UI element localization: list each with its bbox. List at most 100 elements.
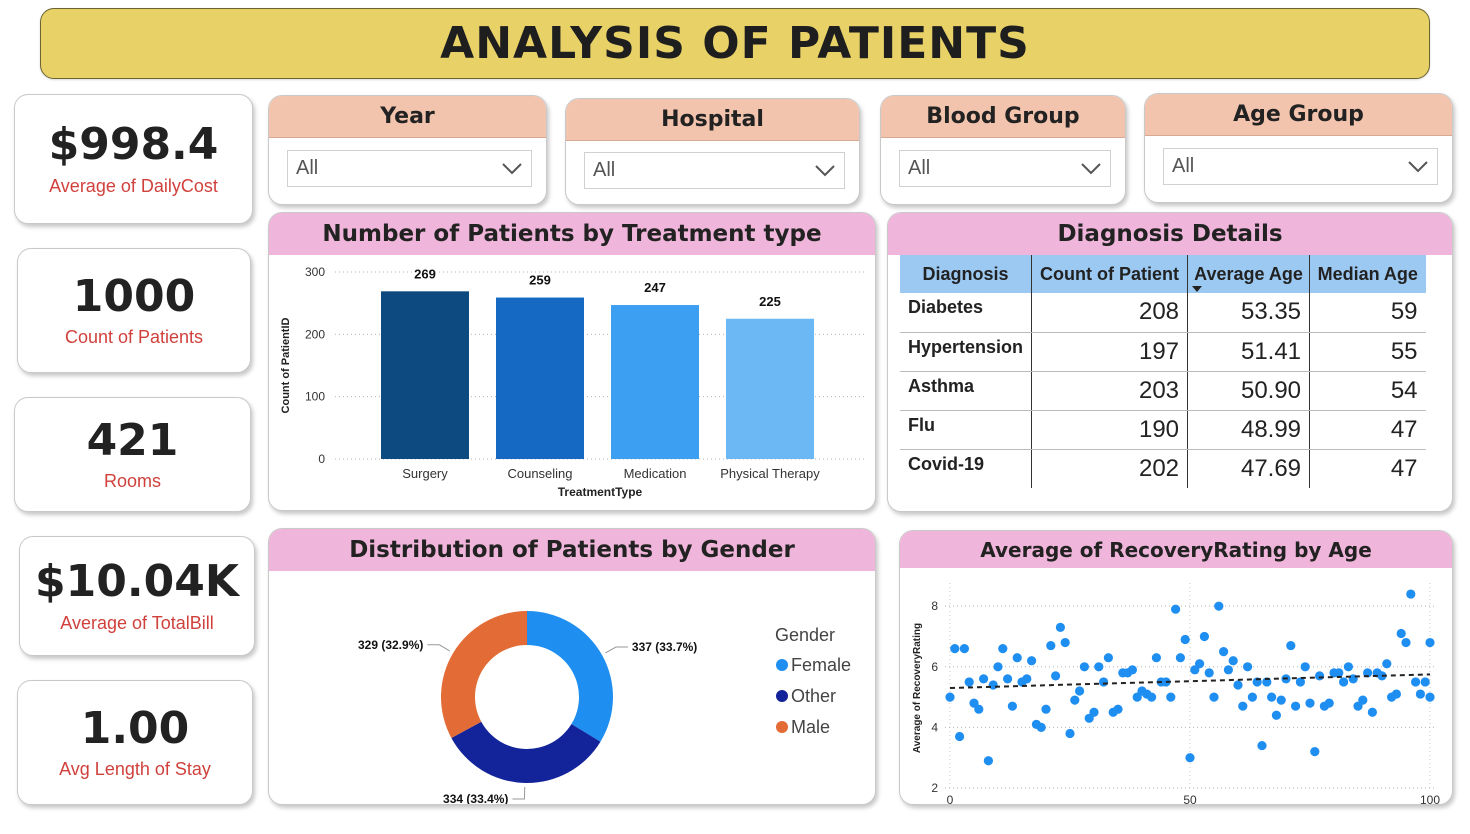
legend-marker [776,659,788,671]
leader-line [605,646,628,654]
bar [496,297,584,459]
donut-slice [451,721,601,783]
scatter-point [1425,692,1435,702]
kpi-value: $10.04K [35,556,239,608]
column-header-count[interactable]: Count of Patient [1031,255,1189,293]
scatter-point [945,692,955,702]
x-axis-title: TreatmentType [558,485,643,499]
scatter-point [1041,704,1051,714]
y-tick-label: 4 [931,720,938,734]
scatter-point [1276,695,1286,705]
scatter-point [1315,671,1325,681]
scatter-point [1036,722,1046,732]
scatter-point [959,644,969,654]
cell-diagnosis: Hypertension [900,332,1033,372]
chevron-down-icon [1081,162,1101,174]
kpi-value: 1000 [72,270,196,322]
age-group-dropdown[interactable]: All [1163,148,1438,185]
scatter-point [1127,665,1137,675]
kpi-label: Avg Length of Stay [59,759,211,780]
scatter-point [1065,728,1075,739]
scatter-point [1358,695,1368,705]
scatter-point [1166,692,1176,702]
column-header-median-age[interactable]: Median Age [1309,255,1426,293]
cell-count: 197 [1031,332,1189,372]
dropdown-value: All [908,157,931,179]
cell-count: 203 [1031,371,1189,411]
donut-slice [527,611,613,742]
scatter-point [1209,692,1219,702]
column-header-label: Average Age [1194,263,1303,284]
scatter-point [1339,677,1349,687]
leader-line [427,644,450,652]
cell-diagnosis: Diabetes [900,293,1033,333]
scatter-point [1094,662,1104,672]
table-row: Hypertension 197 51.41 55 [900,332,1426,372]
dropdown-value: All [296,157,319,179]
scatter-point [1089,707,1099,717]
kpi-card-length-of-stay: 1.00 Avg Length of Stay [17,680,253,805]
scatter-point [1046,640,1056,651]
table-title: Diagnosis Details [888,213,1452,255]
scatter-point [1396,628,1406,639]
diagnosis-table: Diagnosis Count of Patient Average Age M… [900,255,1426,488]
scatter-point [1233,680,1243,690]
legend-label: Male [791,717,830,737]
scatter-point [1070,695,1080,705]
x-tick-label: 0 [947,793,954,804]
scatter-point [1243,662,1253,672]
y-tick-label: 100 [305,390,325,404]
y-tick-label: 0 [318,452,325,466]
scatter-point [964,677,974,687]
scatter-point [1099,677,1109,687]
scatter-point [1420,677,1430,687]
scatter-point [1051,671,1061,681]
kpi-value: 1.00 [80,702,190,754]
cell-median-age: 47 [1309,410,1426,450]
hospital-dropdown[interactable]: All [584,152,845,189]
slicer-title: Year [269,96,546,138]
scatter-point [974,704,984,714]
kpi-value: $998.4 [48,119,219,171]
scatter-point [1075,686,1085,696]
scatter-point [1079,662,1089,672]
column-header-diagnosis[interactable]: Diagnosis [900,255,1033,293]
scatter-point [1195,659,1205,669]
scatter-point [988,680,998,690]
table-row: Diabetes 208 53.35 59 [900,293,1426,333]
table-row: Flu 190 48.99 47 [900,410,1426,450]
page-title-banner: ANALYSIS OF PATIENTS [40,8,1430,79]
chevron-down-icon [815,164,835,176]
year-dropdown[interactable]: All [287,150,532,187]
cell-median-age: 55 [1309,332,1426,372]
scatter-point [1291,701,1301,711]
y-tick-label: 300 [305,265,325,279]
scatter-point [993,662,1003,672]
scatter-point [1382,659,1392,669]
bar [611,305,699,459]
scatter-point [1223,665,1233,675]
scatter-point [1415,689,1425,699]
data-label: 225 [759,294,781,309]
data-label: 259 [529,273,551,288]
kpi-label: Rooms [103,471,161,492]
scatter-point [1204,668,1214,678]
x-tick-label: Surgery [402,466,448,481]
blood-group-dropdown[interactable]: All [899,150,1111,187]
scatter-point [1425,637,1435,648]
column-header-average-age[interactable]: Average Age [1187,255,1311,293]
scatter-point [1171,604,1181,614]
scatter-point [1238,701,1248,711]
legend-label: Other [791,686,836,706]
x-tick-label: Physical Therapy [720,466,820,481]
table-header-row: Diagnosis Count of Patient Average Age M… [900,255,1426,293]
kpi-card-total-bill: $10.04K Average of TotalBill [19,536,255,656]
scatter-point [1147,692,1157,702]
scatter-point [1406,589,1416,599]
table-row: Asthma 203 50.90 54 [900,371,1426,411]
cell-average-age: 53.35 [1187,293,1311,333]
scatter-point [1310,747,1320,757]
chart-title: Distribution of Patients by Gender [269,529,875,571]
y-axis-title: Average of RecoveryRating [912,623,923,753]
